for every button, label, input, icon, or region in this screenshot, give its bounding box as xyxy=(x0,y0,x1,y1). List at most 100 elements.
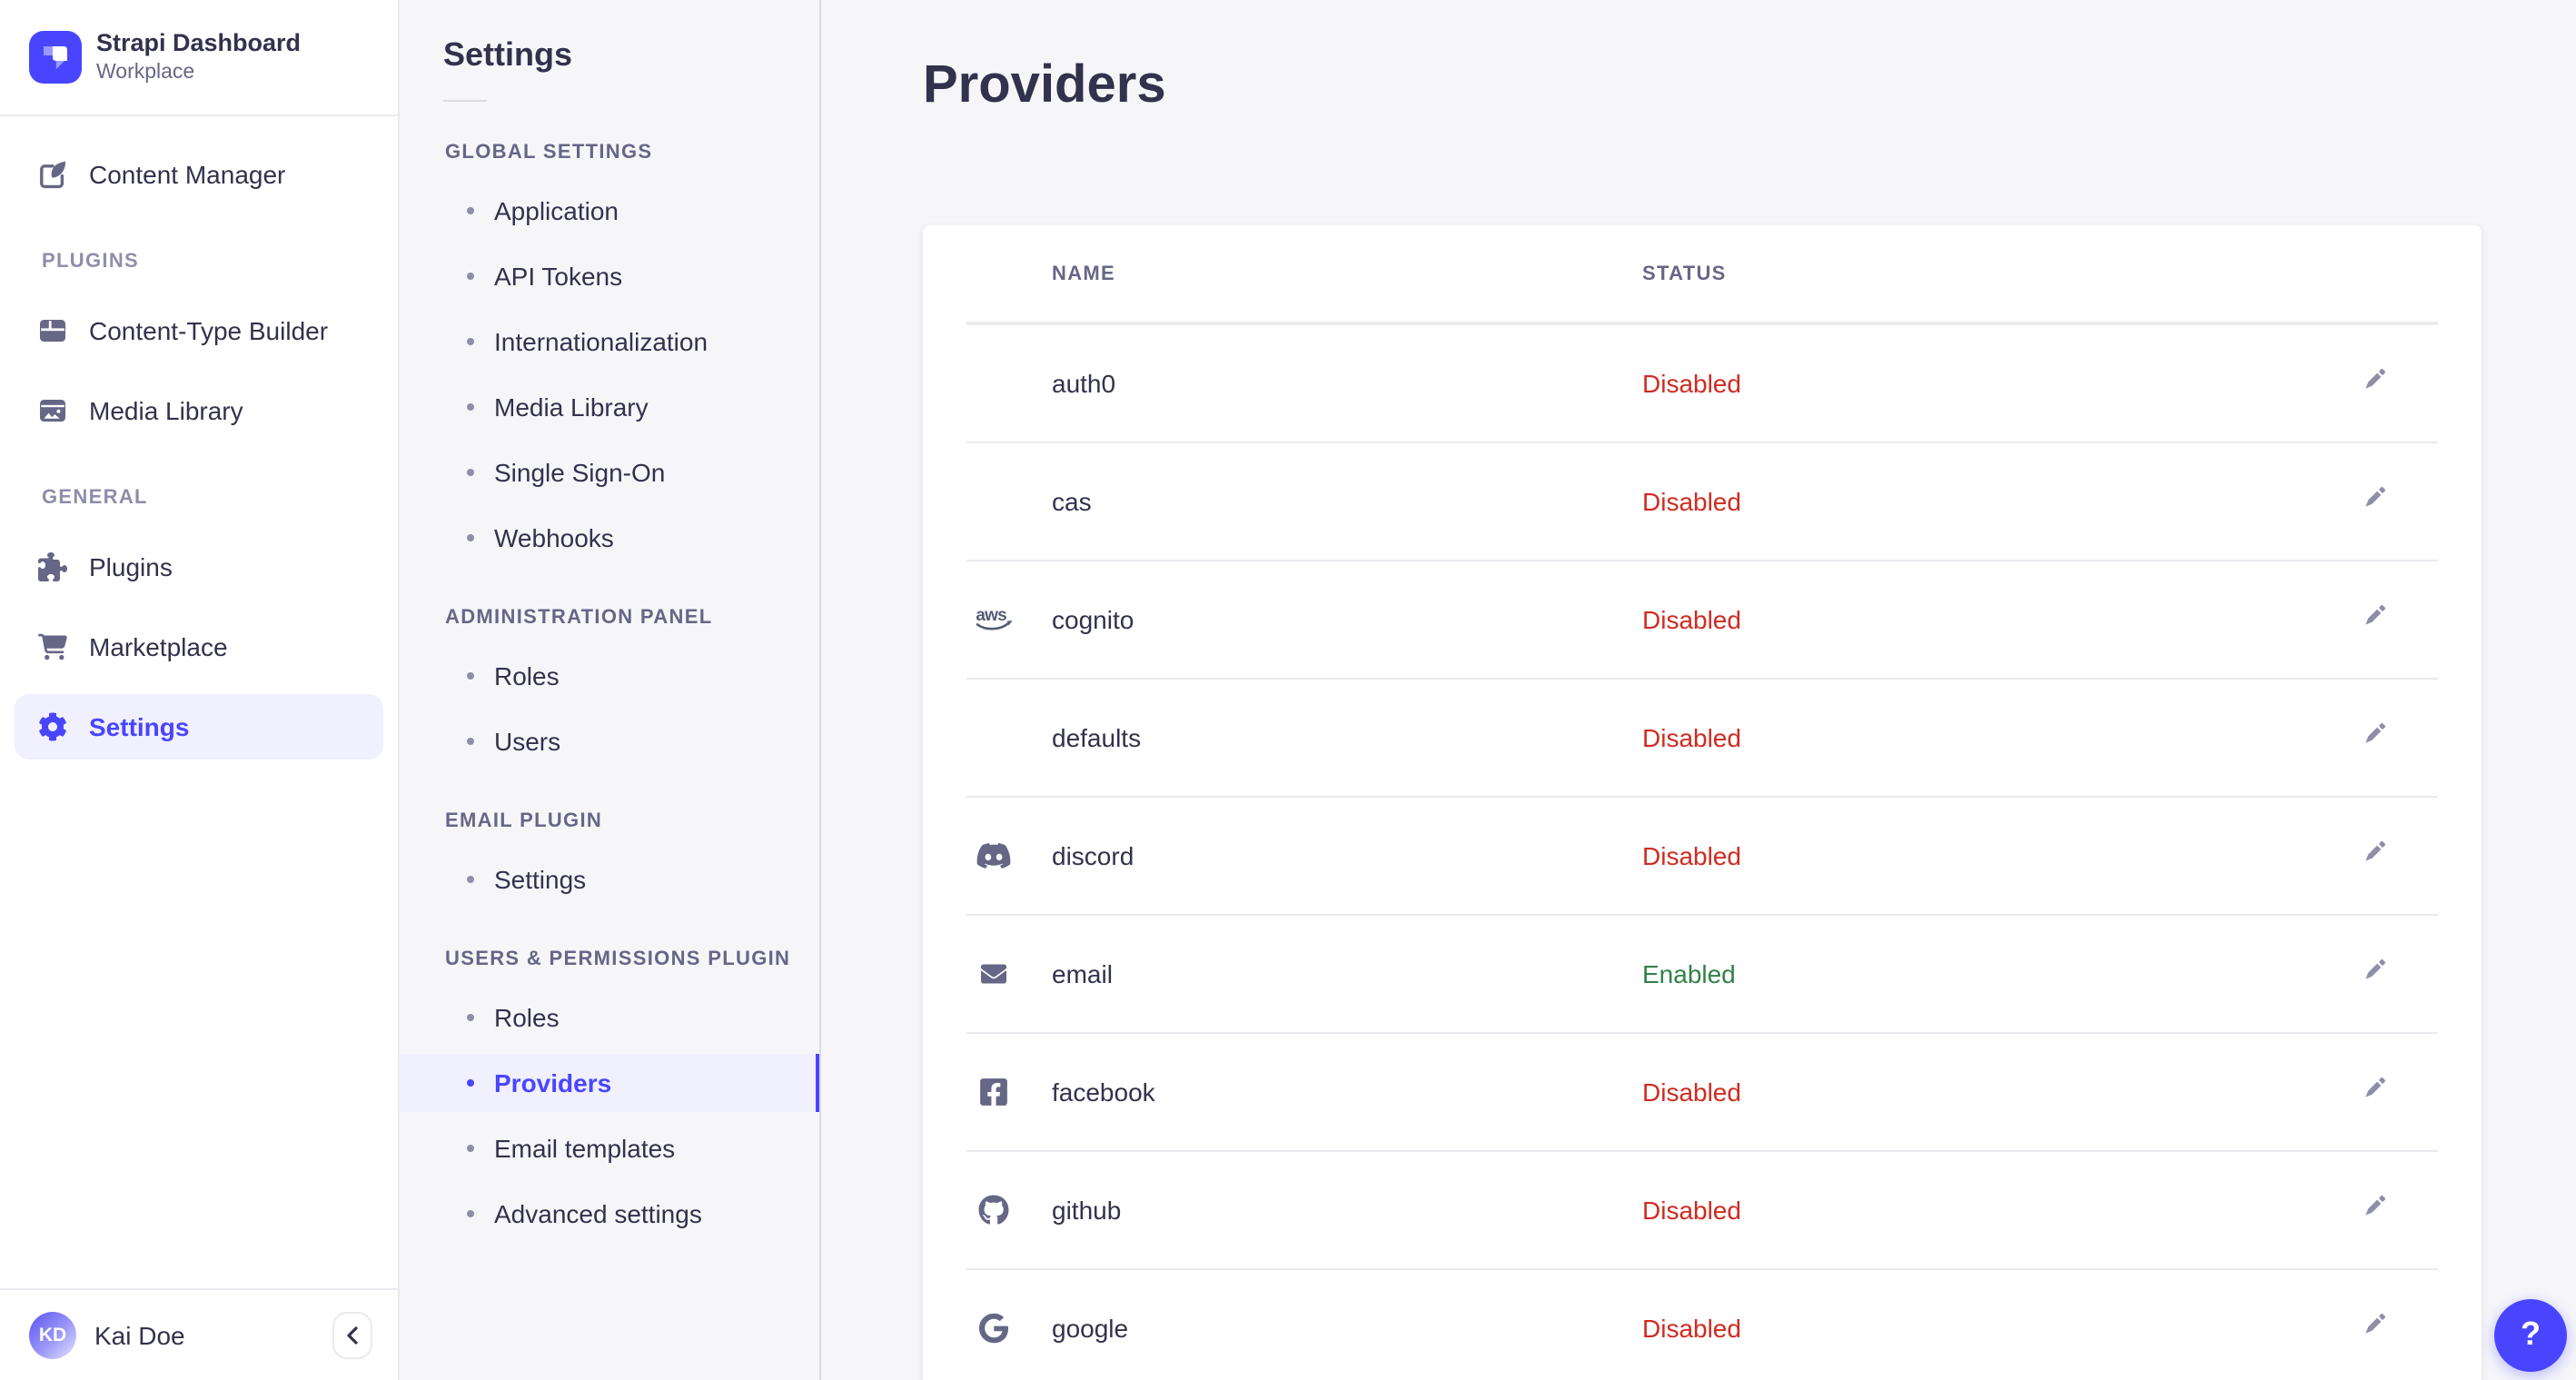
status-badge: Disabled xyxy=(1642,840,1741,869)
edit-provider-button[interactable] xyxy=(2349,475,2400,526)
status-badge: Disabled xyxy=(1642,1077,1741,1106)
subnav-section-email-plugin: EMAIL PLUGIN xyxy=(445,810,603,832)
plugins-icon xyxy=(38,552,67,581)
workspace-subtitle: Workplace xyxy=(96,61,195,84)
collapse-sidebar-button[interactable] xyxy=(332,1311,372,1358)
sidebar-item-label: Settings xyxy=(89,712,190,741)
svg-text:aws: aws xyxy=(976,605,1006,624)
user-menu[interactable]: KD Kai Doe xyxy=(29,1311,332,1358)
edit-provider-button[interactable] xyxy=(2349,829,2400,880)
subnav-item-media-library[interactable]: Media Library xyxy=(400,378,819,436)
sidebar-item-media-library[interactable]: Media Library xyxy=(15,378,383,443)
status-badge: Disabled xyxy=(1642,368,1741,397)
workspace-switcher[interactable]: Strapi Dashboard Workplace xyxy=(0,0,398,114)
edit-provider-button[interactable] xyxy=(2349,593,2400,644)
sidebar-nav: Content Manager PLUGINS Content-Type Bui… xyxy=(0,142,398,759)
pencil-icon xyxy=(2360,365,2389,400)
table-row-discord[interactable]: discord Disabled xyxy=(923,796,2482,914)
subnav-item-email-settings[interactable]: Settings xyxy=(400,850,819,908)
subnav-section-users-permissions-plugin: USERS & PERMISSIONS PLUGIN xyxy=(445,948,791,970)
sidebar-item-content-manager[interactable]: Content Manager xyxy=(15,142,383,207)
marketplace-cart-icon xyxy=(38,632,67,661)
media-library-icon xyxy=(38,396,67,425)
sidebar-footer: KD Kai Doe xyxy=(0,1287,398,1380)
table-row-email[interactable]: email Enabled xyxy=(923,914,2482,1032)
sidebar-item-label: Content-Type Builder xyxy=(89,316,329,345)
subnav-item-up-roles[interactable]: Roles xyxy=(400,988,819,1047)
question-mark-icon: ? xyxy=(2521,1315,2541,1352)
page-title: Providers xyxy=(923,56,1166,114)
provider-name: discord xyxy=(1052,840,1134,869)
sidebar-item-label: Media Library xyxy=(89,396,243,425)
main-sidebar: Strapi Dashboard Workplace Content Manag… xyxy=(0,0,400,1380)
avatar: KD xyxy=(29,1311,76,1358)
pencil-icon xyxy=(2360,1192,2389,1226)
subnav-item-email-templates[interactable]: Email templates xyxy=(400,1119,819,1177)
discord-icon xyxy=(976,840,1012,869)
pencil-icon xyxy=(2360,838,2389,872)
pencil-icon xyxy=(2360,483,2389,518)
edit-provider-button[interactable] xyxy=(2349,357,2400,408)
subnav-item-admin-roles[interactable]: Roles xyxy=(400,647,819,705)
pencil-icon xyxy=(2360,1310,2389,1345)
content-manager-icon xyxy=(38,160,67,189)
facebook-icon xyxy=(980,1076,1007,1107)
settings-gear-icon xyxy=(38,712,67,741)
table-row-defaults[interactable]: defaults Disabled xyxy=(923,678,2482,796)
status-badge: Disabled xyxy=(1642,604,1741,633)
provider-name: cognito xyxy=(1052,604,1134,633)
sidebar-section-plugins: PLUGINS xyxy=(42,251,140,273)
brand-text: Strapi Dashboard Workplace xyxy=(96,29,301,86)
column-header-name: NAME xyxy=(1052,263,1116,285)
sidebar-item-plugins[interactable]: Plugins xyxy=(15,534,383,600)
table-row-github[interactable]: github Disabled xyxy=(923,1150,2482,1268)
sidebar-item-marketplace[interactable]: Marketplace xyxy=(15,614,383,680)
table-row-google[interactable]: google Disabled xyxy=(923,1268,2482,1380)
content-type-builder-icon xyxy=(38,316,67,345)
subnav-item-single-sign-on[interactable]: Single Sign-On xyxy=(400,443,819,501)
subnav-item-advanced-settings[interactable]: Advanced settings xyxy=(400,1185,819,1243)
user-name: Kai Doe xyxy=(94,1320,185,1349)
subnav-item-admin-users[interactable]: Users xyxy=(400,712,819,770)
pencil-icon xyxy=(2360,720,2389,754)
github-icon xyxy=(978,1194,1009,1225)
edit-provider-button[interactable] xyxy=(2349,711,2400,762)
pencil-icon xyxy=(2360,1074,2389,1108)
table-row-cognito[interactable]: aws cognito Disabled xyxy=(923,560,2482,678)
subnav-item-internationalization[interactable]: Internationalization xyxy=(400,313,819,371)
subnav-item-application[interactable]: Application xyxy=(400,182,819,240)
sidebar-item-label: Content Manager xyxy=(89,160,286,189)
sidebar-item-settings[interactable]: Settings xyxy=(15,694,383,759)
subnav-section-global-settings: GLOBAL SETTINGS xyxy=(445,142,653,164)
settings-subnav: Settings GLOBAL SETTINGS Application API… xyxy=(400,0,821,1380)
envelope-icon xyxy=(978,960,1009,986)
sidebar-section-general: GENERAL xyxy=(42,487,148,509)
providers-table: NAME STATUS auth0 Disabled cas Disabled … xyxy=(923,225,2482,1380)
status-badge: Disabled xyxy=(1642,1313,1741,1342)
pencil-icon xyxy=(2360,956,2389,990)
table-row-cas[interactable]: cas Disabled xyxy=(923,442,2482,560)
table-row-auth0[interactable]: auth0 Disabled xyxy=(923,323,2482,442)
workspace-title: Strapi Dashboard xyxy=(96,28,302,56)
subnav-item-api-tokens[interactable]: API Tokens xyxy=(400,247,819,305)
strapi-logo-icon xyxy=(29,31,82,84)
provider-name: defaults xyxy=(1052,722,1142,751)
table-header: NAME STATUS xyxy=(923,225,2482,323)
edit-provider-button[interactable] xyxy=(2349,1302,2400,1353)
provider-name: facebook xyxy=(1052,1077,1155,1106)
chevron-left-icon xyxy=(345,1320,360,1349)
table-row-facebook[interactable]: facebook Disabled xyxy=(923,1032,2482,1150)
provider-name: google xyxy=(1052,1313,1129,1342)
aws-icon: aws xyxy=(972,603,1016,634)
subnav-item-providers[interactable]: Providers xyxy=(400,1054,819,1112)
status-badge: Enabled xyxy=(1642,958,1736,988)
edit-provider-button[interactable] xyxy=(2349,948,2400,998)
edit-provider-button[interactable] xyxy=(2349,1184,2400,1235)
edit-provider-button[interactable] xyxy=(2349,1066,2400,1117)
column-header-status: STATUS xyxy=(1642,263,1727,285)
subnav-item-webhooks[interactable]: Webhooks xyxy=(400,509,819,567)
subnav-section-administration-panel: ADMINISTRATION PANEL xyxy=(445,607,713,629)
sidebar-item-content-type-builder[interactable]: Content-Type Builder xyxy=(15,298,383,363)
help-button[interactable]: ? xyxy=(2494,1298,2567,1371)
